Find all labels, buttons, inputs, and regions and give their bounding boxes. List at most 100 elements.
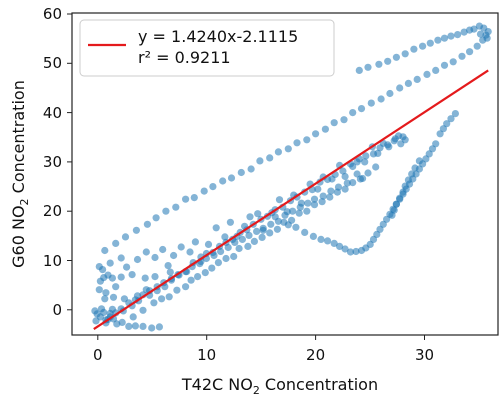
data-point <box>432 140 440 148</box>
data-point <box>230 252 238 261</box>
data-point <box>152 214 160 222</box>
data-point <box>121 233 130 241</box>
data-point <box>139 306 147 314</box>
data-point <box>377 95 385 103</box>
data-point <box>415 157 423 165</box>
data-point <box>266 229 274 237</box>
data-point <box>451 110 459 118</box>
data-point <box>303 136 311 144</box>
data-point <box>177 243 185 251</box>
data-point <box>102 289 110 297</box>
data-point <box>113 320 121 328</box>
y-axis: 0 10 20 30 40 50 60 <box>43 5 72 319</box>
y-tick-label: 60 <box>43 5 62 23</box>
data-point <box>254 210 262 218</box>
data-point <box>221 233 229 241</box>
data-point <box>312 130 320 138</box>
data-point <box>247 165 255 173</box>
data-point <box>194 273 202 281</box>
y-tick-label: 20 <box>43 202 62 220</box>
data-point <box>396 194 404 202</box>
data-point <box>275 196 284 204</box>
data-point <box>447 32 455 40</box>
data-point <box>117 254 125 262</box>
data-point <box>139 322 147 330</box>
data-point <box>165 293 173 301</box>
data-point <box>118 318 126 326</box>
data-point <box>392 53 400 61</box>
data-point <box>364 169 372 177</box>
data-point <box>440 34 449 42</box>
data-point <box>404 79 412 87</box>
data-point <box>151 253 159 262</box>
data-point <box>425 150 433 158</box>
data-point <box>244 242 252 250</box>
legend-box <box>79 19 335 77</box>
data-point <box>404 176 412 184</box>
data-point <box>238 235 246 243</box>
data-point <box>112 283 120 291</box>
data-point <box>343 179 351 187</box>
data-point <box>222 254 230 263</box>
data-point <box>317 235 325 243</box>
data-point <box>129 313 137 321</box>
data-point <box>327 187 335 195</box>
legend-equation: y = 1.4240x-2.1115 <box>138 27 298 46</box>
data-point <box>318 198 326 206</box>
data-point <box>392 200 400 208</box>
data-point <box>423 70 431 78</box>
y-tick-label: 50 <box>43 54 62 72</box>
data-point <box>128 271 136 279</box>
data-point <box>151 273 159 281</box>
data-point <box>209 183 217 191</box>
data-point <box>367 99 375 107</box>
data-point <box>143 220 151 228</box>
data-point <box>246 213 254 221</box>
data-point <box>101 246 109 255</box>
data-point <box>208 264 216 272</box>
data-point <box>108 274 116 282</box>
y-tick-label: 40 <box>43 104 62 122</box>
data-point <box>396 84 404 92</box>
data-point <box>449 58 457 66</box>
data-point <box>284 145 292 153</box>
data-point <box>411 164 419 172</box>
y-tick-label: 10 <box>43 252 62 270</box>
data-point <box>274 217 282 225</box>
data-point <box>330 239 338 247</box>
data-point <box>426 39 434 47</box>
data-point <box>314 185 322 193</box>
data-point <box>258 233 266 241</box>
plot-frame <box>71 12 499 336</box>
data-point <box>443 120 451 128</box>
data-point <box>401 50 409 58</box>
legend-r-squared: r² = 0.9211 <box>138 48 231 67</box>
data-point <box>148 324 156 332</box>
data-point <box>483 34 491 42</box>
data-point <box>227 174 236 182</box>
data-point <box>330 119 338 127</box>
data-point <box>266 154 274 162</box>
data-point <box>235 244 243 253</box>
data-point <box>355 66 363 74</box>
data-point <box>204 240 213 248</box>
data-point <box>226 218 234 226</box>
data-point <box>349 179 357 187</box>
data-point <box>326 193 334 201</box>
data-point <box>292 223 300 231</box>
x-tick-label: 10 <box>197 346 216 364</box>
data-point <box>391 135 399 143</box>
data-point <box>97 305 106 313</box>
data-point <box>361 158 369 166</box>
data-point <box>131 322 139 330</box>
data-point <box>172 203 180 211</box>
data-point <box>340 116 348 124</box>
y-axis-label: G60 NO2 Concentration <box>9 80 31 268</box>
regression-line <box>93 69 489 331</box>
x-axis-label: T42C NO2 Concentration <box>181 375 378 397</box>
data-point <box>125 322 133 330</box>
data-point <box>432 66 440 74</box>
legend: y = 1.4240x-2.1115 r² = 0.9211 <box>79 19 335 77</box>
data-point <box>281 211 289 219</box>
